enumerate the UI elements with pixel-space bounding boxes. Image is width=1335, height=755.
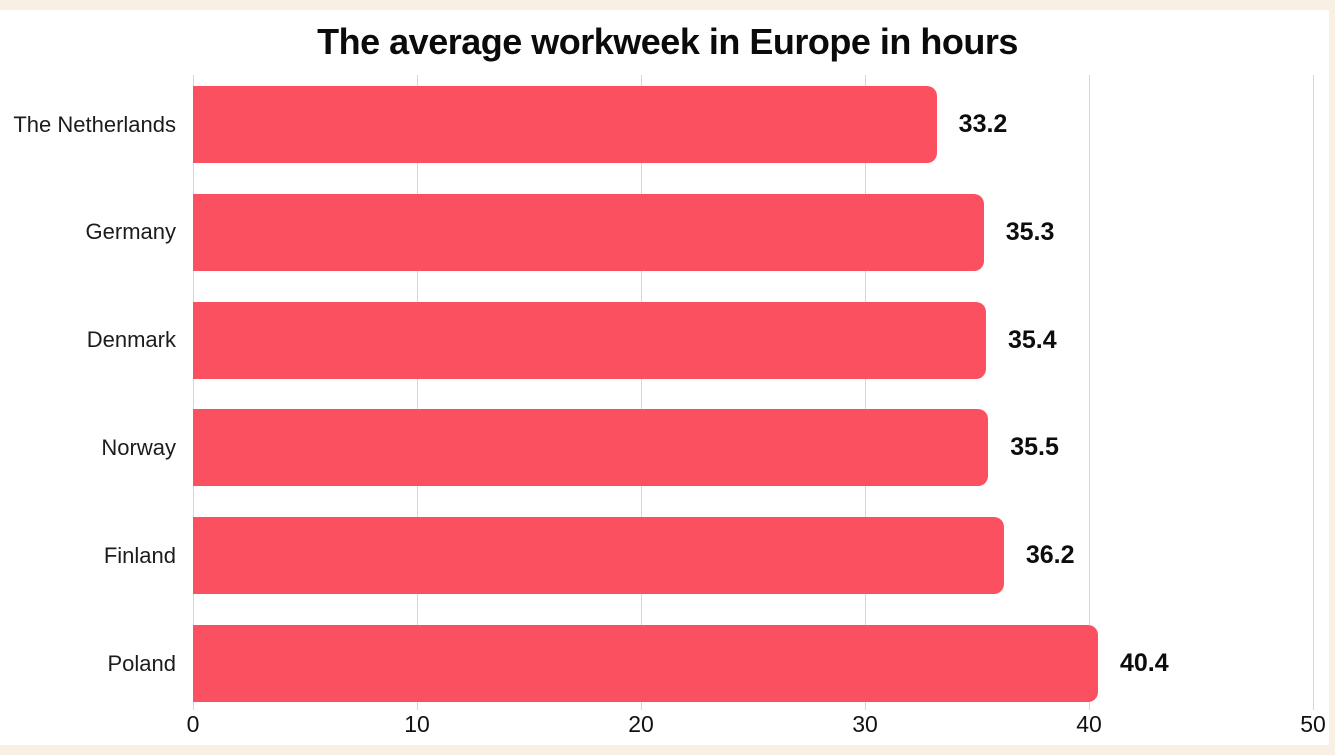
bar-germany bbox=[193, 193, 984, 271]
category-label-denmark: Denmark bbox=[86, 327, 176, 353]
category-label-poland: Poland bbox=[107, 650, 176, 676]
value-label-denmark: 35.4 bbox=[1007, 325, 1057, 354]
value-label-germany: 35.3 bbox=[1005, 217, 1055, 246]
gridline-x-40 bbox=[1089, 75, 1090, 710]
bar-row-finland: 36.2 bbox=[193, 517, 1313, 595]
bar-row-germany: 35.3 bbox=[193, 193, 1313, 271]
gridline-x-10 bbox=[417, 75, 418, 710]
category-label-norway: Norway bbox=[101, 434, 176, 460]
bar-row-denmark: 35.4 bbox=[193, 301, 1313, 379]
value-label-norway: 35.5 bbox=[1010, 433, 1059, 462]
gridline-x-50 bbox=[1313, 75, 1314, 710]
bar-finland bbox=[193, 517, 1004, 595]
bar-row-the-netherlands: 33.2 bbox=[193, 86, 1313, 163]
gridline-x-0 bbox=[193, 75, 194, 710]
bar-norway bbox=[193, 409, 989, 487]
gridline-x-20 bbox=[641, 75, 642, 710]
x-tick-label-10: 10 bbox=[404, 711, 430, 737]
x-tick-label-20: 20 bbox=[628, 711, 654, 737]
value-label-finland: 36.2 bbox=[1025, 541, 1075, 570]
bar-row-poland: 40.4 bbox=[193, 625, 1313, 702]
bar-denmark bbox=[193, 301, 986, 379]
category-axis-labels: The Netherlands Germany Denmark Norway Finla… bbox=[0, 75, 176, 710]
gridline-x-30 bbox=[865, 75, 866, 710]
category-label-germany: Germany bbox=[85, 219, 176, 245]
category-label-finland: Finland bbox=[103, 542, 176, 568]
category-label-the-netherlands: The Netherlands bbox=[13, 111, 176, 137]
value-axis-tick-labels: 0 10 20 30 40 50 bbox=[0, 711, 1335, 743]
x-tick-label-30: 30 bbox=[852, 711, 878, 737]
value-label-poland: 40.4 bbox=[1119, 649, 1169, 677]
bar-poland bbox=[193, 625, 1098, 702]
x-tick-label-0: 0 bbox=[186, 711, 200, 737]
x-tick-label-50: 50 bbox=[1300, 711, 1326, 737]
plot-area: 33.2 35.3 35.4 35.5 36.2 40.4 bbox=[193, 75, 1314, 710]
bar-the-netherlands bbox=[193, 86, 937, 163]
chart-title: The average workweek in Europe in hours bbox=[317, 21, 1018, 62]
bar-row-norway: 35.5 bbox=[193, 409, 1313, 487]
x-tick-label-40: 40 bbox=[1076, 711, 1102, 737]
value-label-the-netherlands: 33.2 bbox=[958, 110, 1008, 138]
